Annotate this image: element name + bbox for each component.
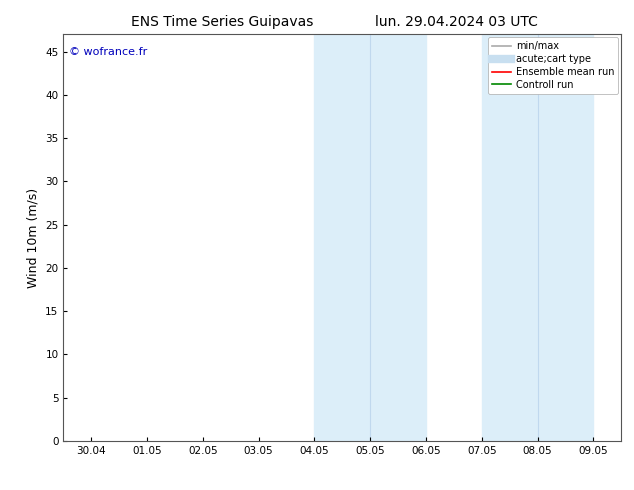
- Bar: [482, 34, 593, 441]
- Text: lun. 29.04.2024 03 UTC: lun. 29.04.2024 03 UTC: [375, 15, 538, 29]
- Text: © wofrance.fr: © wofrance.fr: [69, 47, 147, 56]
- Bar: [314, 34, 426, 441]
- Text: ENS Time Series Guipavas: ENS Time Series Guipavas: [131, 15, 313, 29]
- Y-axis label: Wind 10m (m/s): Wind 10m (m/s): [27, 188, 40, 288]
- Legend: min/max, acute;cart type, Ensemble mean run, Controll run: min/max, acute;cart type, Ensemble mean …: [488, 37, 618, 94]
